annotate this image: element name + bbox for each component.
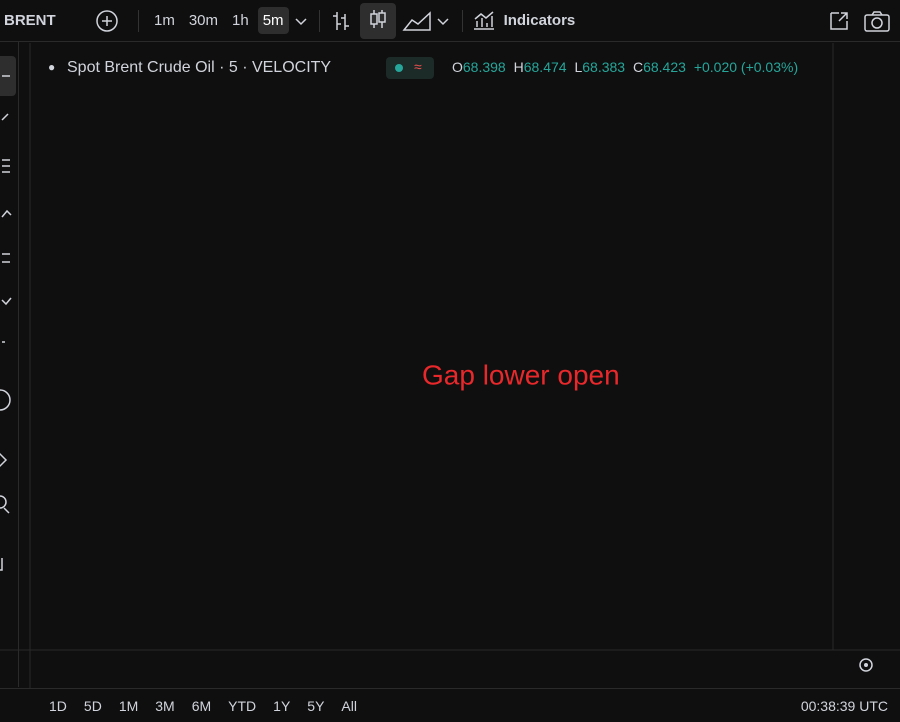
range-button[interactable]: 6M [191,697,212,714]
intervals: 1m 30m 1h 5m [147,7,291,34]
chart: ● Spot Brent Crude Oil · 5 · VELOCITY ≈ … [0,43,900,688]
settings-icon[interactable] [859,658,873,672]
range-button[interactable]: 1D [49,697,67,714]
snapshot-share-icon[interactable] [826,8,852,34]
symbol[interactable]: BRENT [4,12,56,29]
l-label: L [574,59,582,75]
top-toolbar: BRENT 1m 30m 1h 5m Indicators [0,0,900,42]
range-button[interactable]: 5D [83,697,102,714]
add-symbol-icon[interactable] [94,8,120,34]
camera-icon[interactable] [862,8,892,34]
c-label: C [633,59,643,75]
l-value: 68.383 [582,59,625,75]
separator [138,9,139,32]
area-icon[interactable] [402,8,432,34]
interval-button[interactable]: 1h [232,12,249,29]
interval-button[interactable]: 5m [257,7,289,34]
ohlc-legend: O68.398 H68.474 L68.383 C68.423 +0.020 (… [452,59,798,75]
interval-button[interactable]: 30m [188,12,219,29]
chart-title: Spot Brent Crude Oil · 5 · VELOCITY [67,59,331,76]
range-button[interactable]: 3M [155,697,175,714]
interval-button[interactable]: 1m [154,12,175,29]
o-value: 68.398 [463,59,506,75]
indicators-button[interactable]: Indicators [503,12,576,29]
range-button[interactable]: 5Y [307,697,325,714]
drawing-toolbar [0,42,19,687]
c-value: 68.423 [643,59,686,75]
bars-icon[interactable] [328,8,354,34]
drop-icon: ● [48,60,55,74]
candles-button[interactable] [359,2,396,39]
h-label: H [514,59,524,75]
status-icon: ≈ [414,59,422,75]
annotation: Gap lower open [422,359,620,390]
range-button[interactable]: All [341,697,357,714]
o-label: O [452,59,463,75]
plot-background [33,43,900,688]
bottom-bar: 1D 5D 1M 3M 6M YTD 1Y 5Y All 00:38:39 UTC [0,688,900,722]
clock: 00:38:39 UTC [800,697,888,714]
candles-icon [369,9,386,28]
chart-type-menu[interactable] [432,11,454,31]
drawing-tools[interactable] [0,42,18,687]
status-dot [395,64,403,72]
separator [461,9,463,32]
indicators-icon[interactable] [471,9,497,33]
range-button[interactable]: 1Y [273,697,291,714]
h-value: 68.474 [524,59,567,75]
range-button[interactable]: YTD [228,697,257,714]
status-pill[interactable] [386,57,434,79]
separator [318,9,320,32]
ranges: 1D 5D 1M 3M 6M YTD 1Y 5Y All [40,698,365,714]
change: +0.020 (+0.03%) [694,59,798,75]
interval-menu[interactable] [291,11,311,31]
range-button[interactable]: 1M [118,697,139,714]
